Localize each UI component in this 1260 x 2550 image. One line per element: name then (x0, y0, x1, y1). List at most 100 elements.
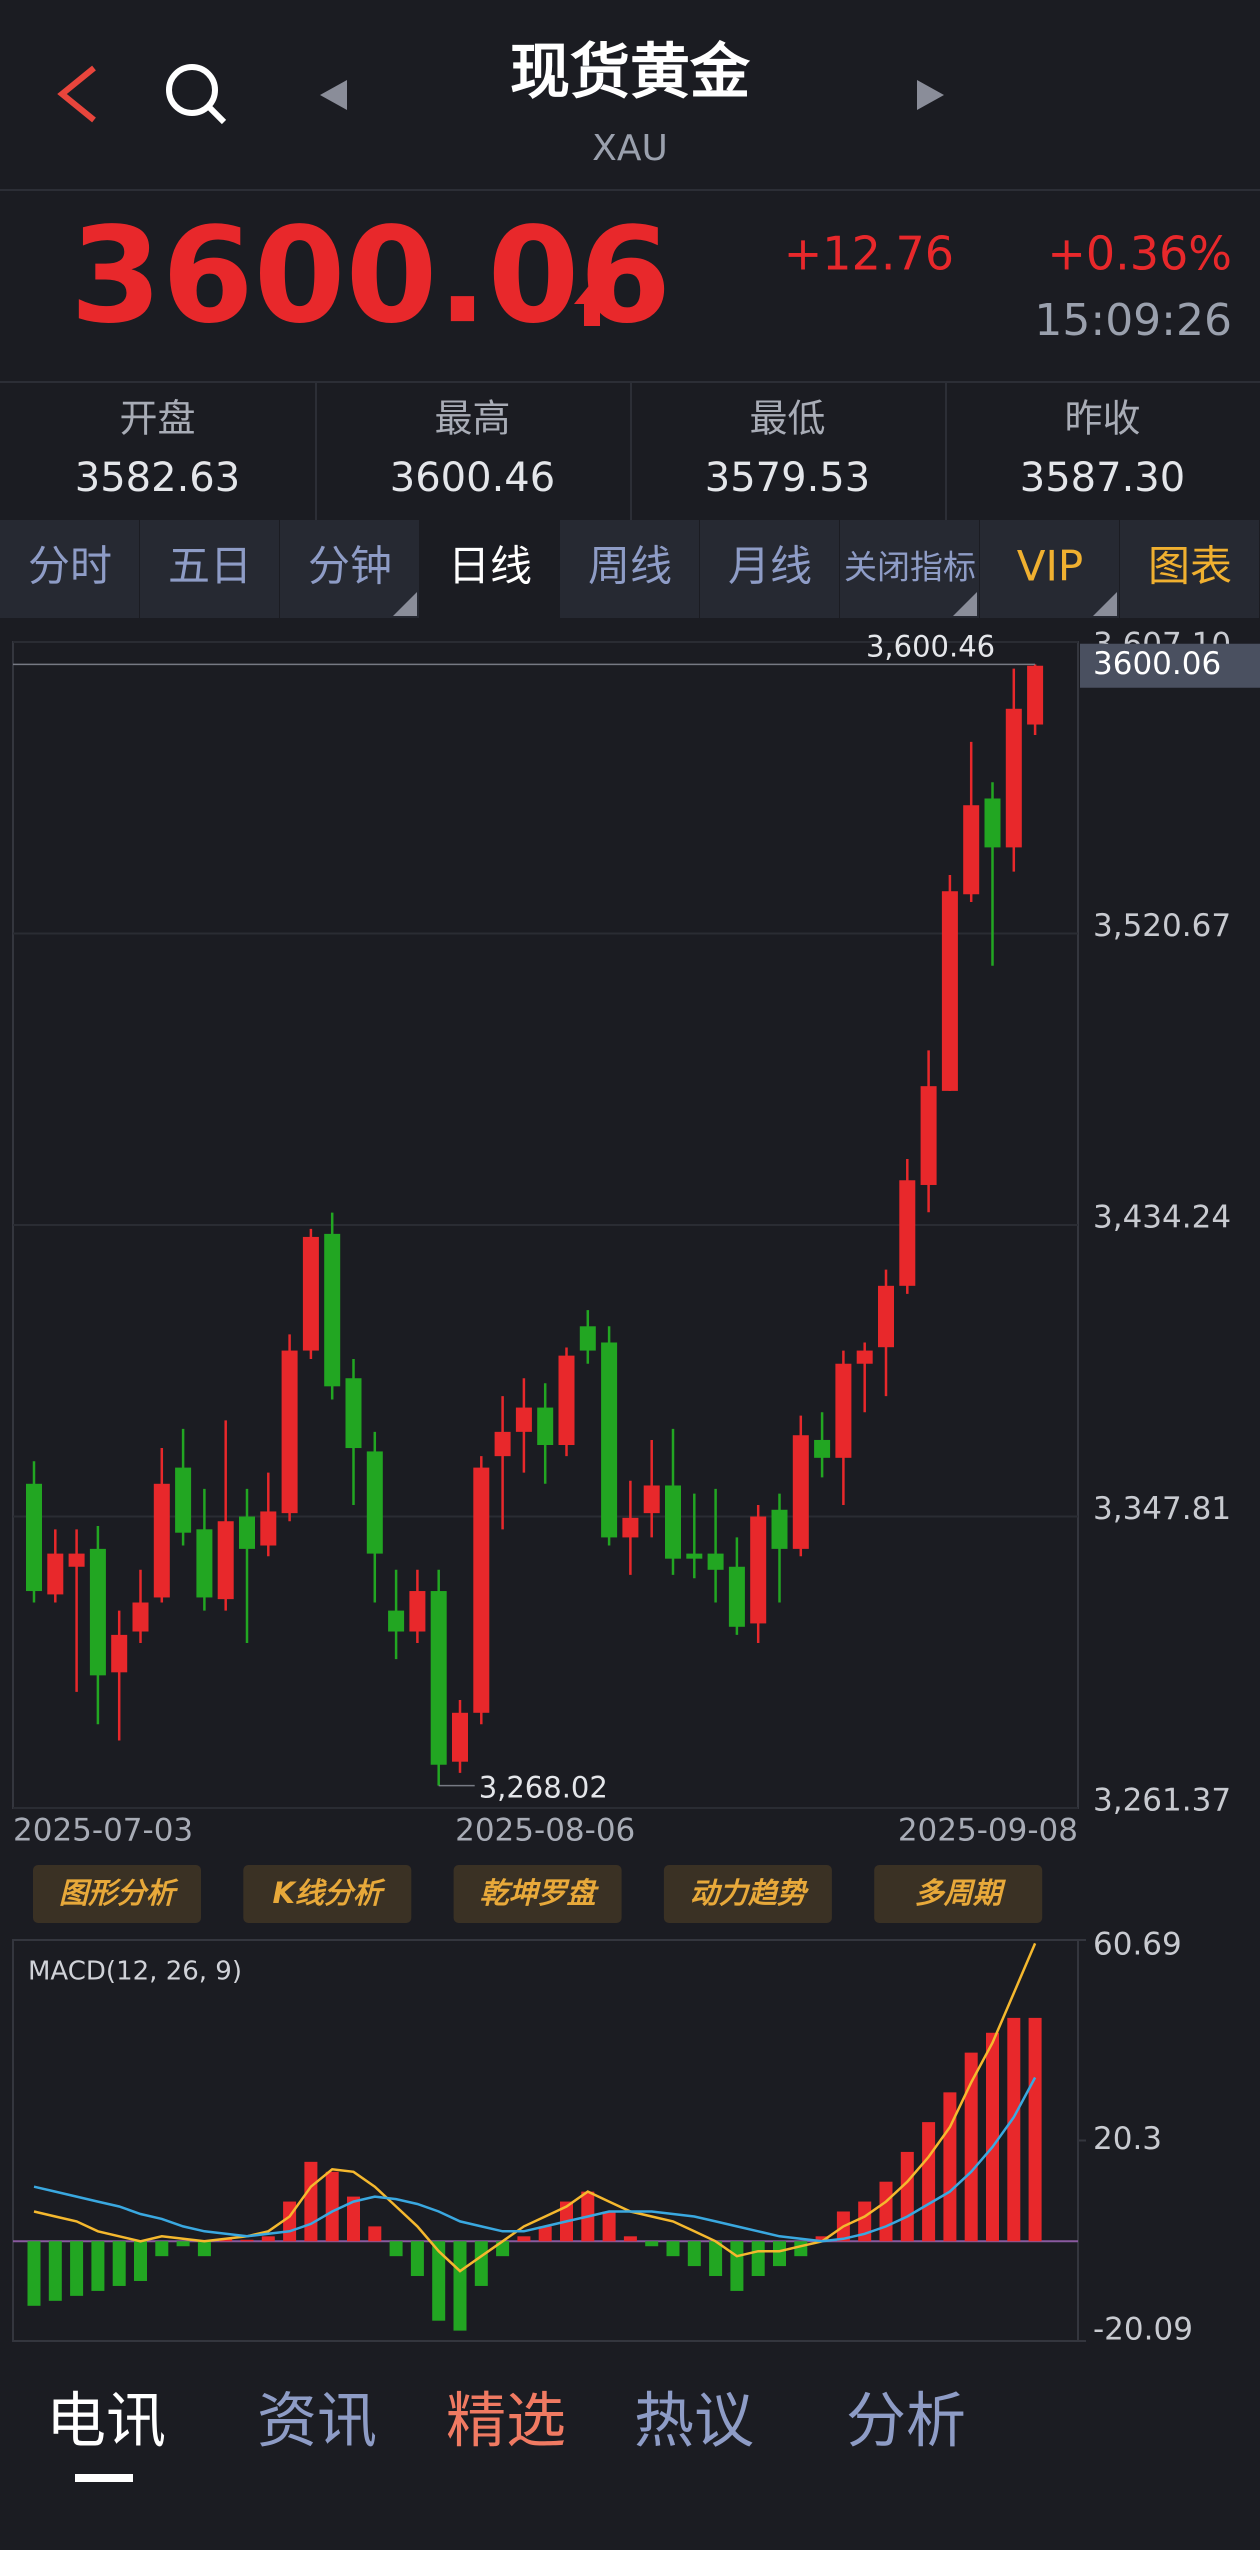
tab-label[interactable]: 周线 (588, 542, 672, 591)
tab-bg[interactable] (700, 520, 839, 618)
annotation-label: 3,600.46 (866, 629, 995, 663)
stat-value: 3579.53 (705, 455, 870, 501)
tool-button[interactable] (453, 1865, 622, 1923)
macd-bar (879, 2181, 893, 2242)
candle-body (920, 1086, 937, 1185)
macd-bar (687, 2241, 701, 2267)
macd-bar (1028, 2017, 1042, 2242)
candle-body (281, 1350, 298, 1514)
tool-label[interactable]: 图形分析 (59, 1876, 179, 1910)
tab-bg[interactable] (980, 520, 1119, 618)
tool-label[interactable]: 多周期 (915, 1876, 1007, 1910)
macd-bar (261, 2236, 275, 2242)
macd-bar (112, 2241, 126, 2286)
candle-body (750, 1516, 767, 1624)
tool-label[interactable]: 乾坤罗盘 (480, 1876, 600, 1910)
macd-bar (858, 2201, 872, 2242)
next-button[interactable] (917, 80, 944, 110)
y-tick-label: 3,520.67 (1093, 908, 1231, 944)
tab-label[interactable]: VIP (1017, 542, 1083, 591)
candle-body (856, 1350, 873, 1364)
tab-label[interactable]: 日线 (448, 542, 532, 591)
price: 3600.06 (70, 199, 671, 353)
macd-bar (751, 2241, 765, 2277)
tab-bg[interactable] (840, 520, 979, 618)
news-tab[interactable]: 分析 (846, 2387, 966, 2457)
tool-label[interactable]: K线分析 (273, 1876, 386, 1910)
tab-label[interactable]: 五日 (168, 542, 252, 591)
macd-bar (134, 2241, 147, 2281)
tab-bg[interactable] (1120, 520, 1259, 618)
prev-button[interactable] (320, 80, 347, 110)
tab-label[interactable]: 关闭指标 (844, 548, 976, 587)
candle-body (324, 1233, 341, 1387)
candle-body (814, 1439, 831, 1458)
tab-bg[interactable] (0, 520, 139, 618)
tool-button[interactable] (33, 1865, 201, 1923)
tab-label[interactable]: 月线 (728, 542, 812, 591)
macd-bar (986, 2032, 999, 2242)
news-tab[interactable]: 热议 (634, 2387, 754, 2457)
tool-label[interactable]: 动力趋势 (690, 1876, 809, 1910)
macd-bar (666, 2241, 680, 2257)
current-price-label: 3600.06 (1093, 646, 1221, 682)
tab-bg[interactable] (140, 520, 279, 618)
news-tab[interactable]: 精选 (446, 2387, 566, 2457)
y-tick-label: 3,434.24 (1093, 1199, 1231, 1235)
candle-body (515, 1407, 532, 1432)
macd-bar (27, 2241, 41, 2306)
macd-bar (1007, 2017, 1021, 2242)
candle-body (409, 1591, 426, 1632)
separator (0, 189, 1260, 191)
macd-bar (240, 2239, 254, 2242)
news-tab[interactable]: 资讯 (257, 2387, 377, 2457)
candle-body (728, 1566, 745, 1627)
candle-body (111, 1634, 128, 1673)
tool-button[interactable] (874, 1865, 1043, 1923)
macd-bar (453, 2241, 467, 2331)
back-button[interactable] (57, 65, 96, 123)
tab-bg[interactable] (280, 520, 419, 618)
search-button[interactable] (166, 64, 227, 125)
stat-value: 3600.46 (390, 455, 555, 501)
y-tick-label: 3,347.81 (1093, 1491, 1231, 1527)
macd-bar (709, 2241, 723, 2277)
macd-bar (964, 2052, 978, 2242)
tool-bar: 图形分析 K线分析 乾坤罗盘 动力趋势 多周期 (33, 1865, 1043, 1923)
candle-body (366, 1451, 383, 1554)
candle-chart: 3,261.373,347.813,434.243,520.673,607.10… (12, 627, 1260, 1849)
tab-corner (393, 592, 417, 616)
candle-body (771, 1509, 788, 1549)
candle-body (175, 1467, 192, 1533)
current-price-box (1080, 643, 1260, 688)
tab-bg[interactable] (420, 520, 559, 618)
tab-corner (1093, 592, 1117, 616)
macd-chart: MACD(12, 26, 9) -20.09 20.3 60.69 (12, 1927, 1193, 2348)
candle-body (792, 1435, 809, 1549)
y-tick-label: 20.3 (1093, 2121, 1162, 2157)
title: 现货黄金 (510, 38, 751, 108)
stat-label: 最高 (434, 397, 510, 441)
candle-body (345, 1378, 362, 1449)
tool-button[interactable] (663, 1865, 832, 1923)
tab-label[interactable]: 图表 (1148, 542, 1232, 591)
stats-row: 开盘 3582.63 最高 3600.46 最低 3579.53 昨收 3587.30 (75, 383, 1185, 520)
stat-label: 最低 (749, 397, 825, 441)
candle-body (537, 1407, 554, 1446)
macd-bar (815, 2236, 829, 2242)
macd-bar (922, 2122, 936, 2242)
tab-label[interactable]: 分钟 (308, 542, 392, 591)
tab-corner (953, 592, 977, 616)
macd-bar (389, 2241, 403, 2257)
tab-bg[interactable] (560, 520, 699, 618)
symbol: XAU (592, 128, 668, 169)
candle-body (643, 1485, 660, 1514)
macd-bar (602, 2211, 616, 2242)
news-tab[interactable]: 电讯 (46, 2387, 166, 2457)
candle-body (707, 1553, 724, 1570)
macd-bar (517, 2236, 531, 2242)
tab-label[interactable]: 分时 (28, 542, 112, 591)
quote-time: 15:09:26 (1034, 295, 1232, 346)
tool-button[interactable] (243, 1865, 412, 1923)
